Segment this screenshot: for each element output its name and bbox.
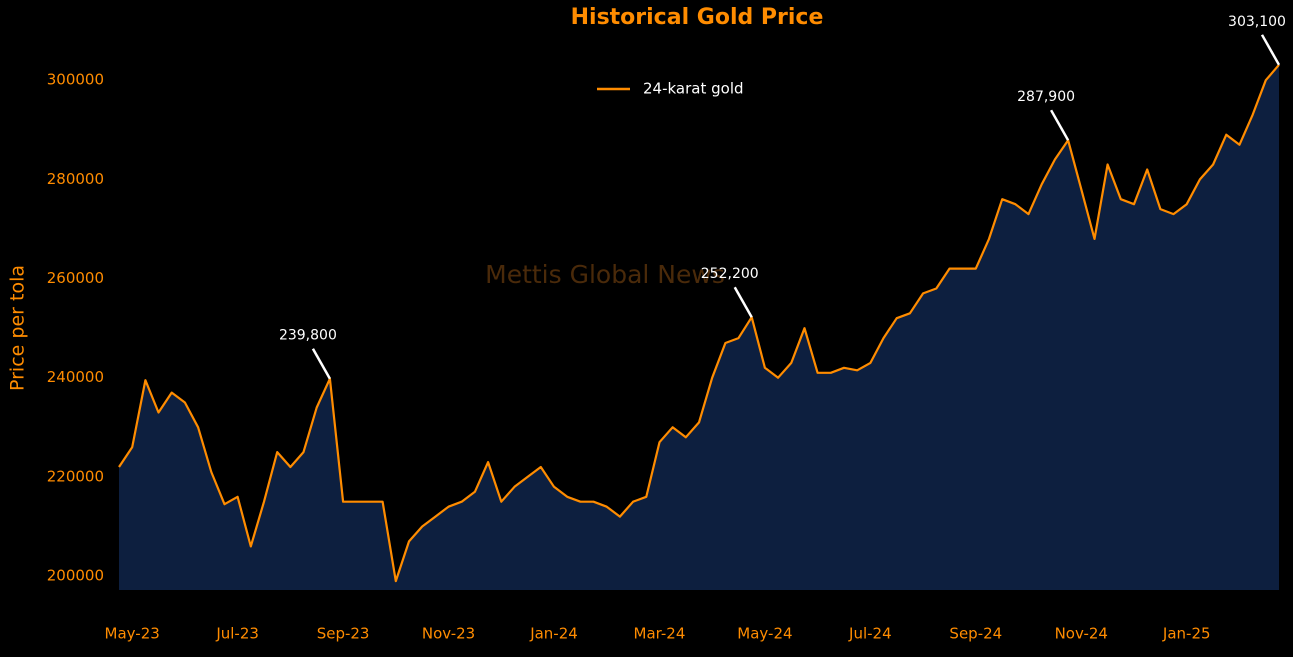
x-tick-label: Jan-24 (529, 625, 578, 643)
annotation-label: 303,100 (1228, 14, 1286, 30)
x-tick-label: May-23 (105, 625, 160, 643)
x-tick-label: Nov-24 (1055, 625, 1108, 643)
annotation-pointer (1050, 109, 1070, 141)
y-tick-label: 200000 (47, 567, 104, 585)
x-tick-label: Sep-24 (949, 625, 1002, 643)
plot-area (118, 64, 1280, 591)
annotation-label: 252,200 (701, 266, 759, 282)
annotation-label: 239,800 (279, 328, 337, 344)
chart-title: Historical Gold Price (571, 5, 824, 30)
x-tick-label: May-24 (737, 625, 792, 643)
annotation-pointer (311, 348, 331, 380)
y-axis-label: Price per tola (7, 265, 29, 391)
x-tick-label: Sep-23 (317, 625, 370, 643)
y-tick-label: 220000 (47, 467, 104, 485)
area-fill (119, 64, 1279, 591)
x-tick-label: Nov-23 (422, 625, 475, 643)
watermark: Mettis Global News (485, 260, 725, 289)
y-tick-label: 260000 (47, 269, 104, 287)
annotation-label: 287,900 (1017, 89, 1075, 105)
y-tick-label: 240000 (47, 368, 104, 386)
x-tick-label: Jul-24 (848, 625, 892, 643)
x-tick-label: Jul-23 (215, 625, 259, 643)
annotation-pointer (733, 286, 753, 318)
price-line (118, 64, 1280, 583)
legend-label: 24-karat gold (643, 80, 744, 98)
x-tick-label: Jan-25 (1162, 625, 1211, 643)
x-tick-label: Mar-24 (634, 625, 686, 643)
annotation-pointer (1260, 34, 1281, 66)
y-tick-label: 280000 (47, 170, 104, 188)
y-tick-label: 300000 (47, 71, 104, 89)
